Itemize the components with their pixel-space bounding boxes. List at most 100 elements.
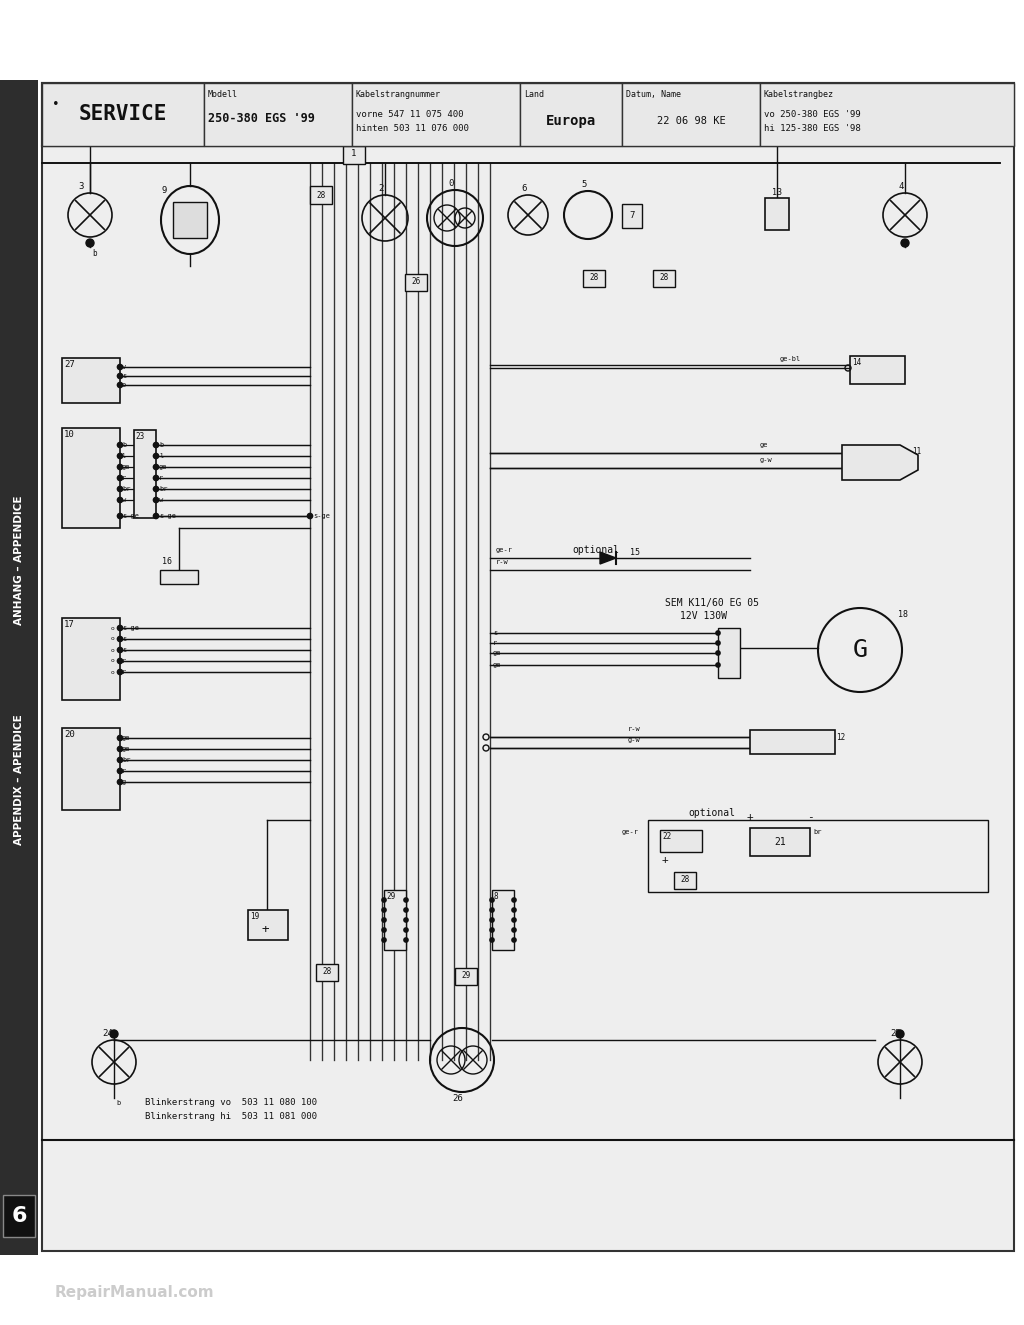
Bar: [850, 356, 905, 384]
Bar: [660, 829, 702, 852]
Bar: [455, 969, 477, 984]
Bar: [42, 83, 1014, 146]
Circle shape: [118, 497, 123, 502]
Circle shape: [118, 636, 123, 641]
Circle shape: [118, 453, 123, 458]
Circle shape: [154, 497, 159, 502]
Text: 28: 28: [323, 967, 332, 977]
Text: ge: ge: [760, 443, 768, 448]
Text: o: o: [122, 382, 126, 388]
Bar: [160, 570, 198, 584]
Text: l: l: [159, 453, 163, 458]
Bar: [0, 80, 38, 1255]
Text: s-ge: s-ge: [122, 513, 139, 519]
Bar: [622, 204, 642, 228]
Bar: [3, 1195, 35, 1238]
Text: ge-bl: ge-bl: [780, 356, 801, 362]
Circle shape: [118, 486, 123, 492]
Text: Kabelstrangbez: Kabelstrangbez: [764, 90, 834, 99]
Text: br: br: [159, 486, 168, 492]
Text: 6: 6: [521, 184, 526, 193]
Text: SERVICE: SERVICE: [79, 103, 167, 125]
Text: g-w: g-w: [760, 457, 773, 462]
Text: ge: ge: [122, 735, 130, 741]
Text: r: r: [159, 474, 163, 481]
Circle shape: [118, 779, 123, 784]
Text: o: o: [111, 625, 114, 631]
Text: r: r: [122, 474, 126, 481]
Text: br: br: [122, 486, 130, 492]
Text: r: r: [122, 659, 126, 664]
Text: ge-r: ge-r: [622, 829, 639, 835]
Text: 12V 130W: 12V 130W: [680, 611, 727, 621]
Text: ANHANG – APPENDICE: ANHANG – APPENDICE: [14, 496, 24, 625]
Text: s: s: [493, 629, 498, 636]
Bar: [674, 872, 696, 889]
Circle shape: [490, 908, 494, 912]
Circle shape: [118, 659, 123, 664]
Text: ge-r: ge-r: [496, 547, 513, 553]
Text: o: o: [111, 648, 114, 652]
Text: hinten 503 11 076 000: hinten 503 11 076 000: [356, 125, 469, 132]
Circle shape: [512, 927, 516, 931]
Text: vo 250-380 EGS '99: vo 250-380 EGS '99: [764, 110, 861, 119]
Text: s-ge: s-ge: [159, 513, 176, 519]
Text: r: r: [493, 640, 498, 647]
Circle shape: [154, 443, 159, 448]
Text: o: o: [111, 636, 114, 641]
Text: w: w: [122, 497, 126, 504]
Text: s-ge: s-ge: [313, 513, 330, 519]
Circle shape: [86, 238, 94, 246]
Text: s: s: [122, 647, 126, 653]
Circle shape: [110, 1030, 118, 1037]
Bar: [750, 730, 835, 754]
Text: s: s: [122, 636, 126, 643]
Bar: [492, 890, 514, 950]
Circle shape: [382, 938, 386, 942]
Text: Blinkerstrang hi  503 11 081 000: Blinkerstrang hi 503 11 081 000: [145, 1112, 317, 1121]
Bar: [750, 828, 810, 856]
Bar: [62, 617, 120, 700]
Circle shape: [154, 453, 159, 458]
Circle shape: [490, 927, 494, 931]
Bar: [406, 274, 427, 292]
Circle shape: [512, 908, 516, 912]
Text: -: -: [807, 812, 813, 822]
Text: Europa: Europa: [546, 114, 596, 129]
Circle shape: [118, 648, 123, 652]
Text: 6: 6: [11, 1206, 27, 1226]
Circle shape: [382, 918, 386, 922]
Text: s-ge: s-ge: [122, 625, 139, 631]
Text: 27: 27: [63, 360, 75, 368]
Text: 250-380 EGS '99: 250-380 EGS '99: [208, 111, 314, 125]
Bar: [648, 820, 988, 892]
Circle shape: [382, 927, 386, 931]
Circle shape: [118, 625, 123, 631]
Text: r: r: [122, 768, 126, 774]
Text: 12: 12: [836, 733, 845, 742]
Text: 0: 0: [449, 179, 454, 188]
Circle shape: [118, 364, 123, 370]
Text: 28: 28: [316, 191, 326, 200]
Bar: [204, 83, 352, 146]
Bar: [718, 628, 740, 678]
Text: 10: 10: [63, 431, 75, 439]
Circle shape: [118, 746, 123, 751]
Bar: [62, 727, 120, 810]
Text: g: g: [122, 779, 126, 784]
Circle shape: [307, 514, 312, 518]
Circle shape: [118, 758, 123, 762]
Bar: [42, 83, 204, 146]
Text: Blinkerstrang vo  503 11 080 100: Blinkerstrang vo 503 11 080 100: [145, 1098, 317, 1106]
Text: APPENDIX – APENDICE: APPENDIX – APENDICE: [14, 714, 24, 845]
Circle shape: [512, 898, 516, 902]
Text: ge: ge: [159, 464, 168, 470]
Text: optional: optional: [688, 808, 735, 818]
Bar: [760, 83, 1014, 146]
Text: b: b: [92, 249, 96, 258]
Text: 17: 17: [63, 620, 75, 629]
Text: +: +: [662, 855, 669, 865]
Text: l: l: [122, 453, 126, 458]
Bar: [62, 358, 120, 403]
Circle shape: [716, 641, 720, 645]
